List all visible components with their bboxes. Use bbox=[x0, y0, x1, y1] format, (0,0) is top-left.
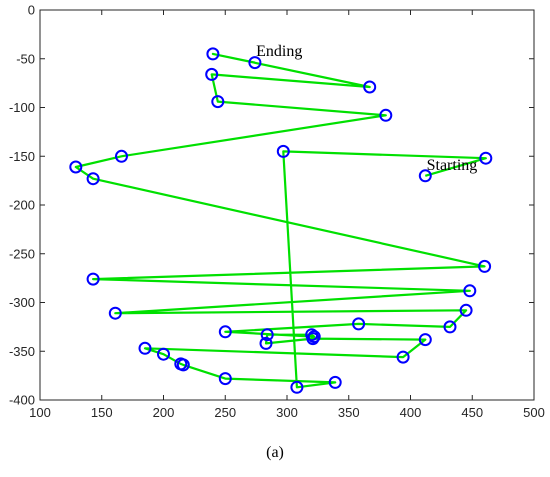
data-point bbox=[396, 350, 410, 364]
x-tick-label: 450 bbox=[461, 405, 483, 420]
data-point bbox=[138, 341, 152, 355]
data-point bbox=[205, 67, 219, 81]
annotation-label: Ending bbox=[256, 43, 302, 60]
y-tick-label: -350 bbox=[9, 344, 35, 359]
x-tick-label: 300 bbox=[276, 405, 298, 420]
data-point bbox=[478, 259, 492, 273]
x-tick-label: 500 bbox=[523, 405, 545, 420]
x-tick-label: 100 bbox=[29, 405, 51, 420]
data-point bbox=[157, 347, 170, 361]
axis-layer: 100 150 200 250 300 350 400 450 500 0 -50 -100 -150 -… bbox=[9, 3, 545, 421]
data-point bbox=[211, 95, 225, 109]
data-point bbox=[115, 149, 128, 163]
data-point bbox=[86, 272, 100, 286]
data-point bbox=[290, 380, 304, 394]
x-tick-label: 250 bbox=[214, 405, 236, 420]
data-point bbox=[260, 328, 274, 342]
data-point bbox=[352, 317, 366, 331]
annotation-label: Starting bbox=[427, 157, 478, 174]
data-point bbox=[363, 80, 377, 94]
data-point bbox=[443, 320, 457, 334]
data-point bbox=[463, 284, 477, 298]
x-tick-label: 400 bbox=[400, 405, 422, 420]
data-point bbox=[108, 306, 122, 320]
data-point bbox=[276, 144, 290, 158]
data-point bbox=[418, 169, 432, 183]
y-tick-label: -100 bbox=[9, 100, 35, 115]
data-point bbox=[307, 330, 321, 344]
y-tick-label: -300 bbox=[9, 295, 35, 310]
x-tick-label: 150 bbox=[91, 405, 113, 420]
figure-caption: (a) bbox=[266, 444, 284, 461]
data-point bbox=[459, 303, 473, 317]
data-point bbox=[328, 375, 342, 389]
y-tick-label: -150 bbox=[9, 149, 35, 164]
x-tick-label: 350 bbox=[338, 405, 360, 420]
data-point bbox=[418, 333, 432, 347]
y-tick-label: -400 bbox=[9, 393, 35, 408]
data-point bbox=[305, 328, 319, 342]
annotation-layer: Ending Starting bbox=[256, 43, 477, 174]
series-line bbox=[74, 52, 487, 389]
data-point bbox=[206, 47, 220, 61]
data-point bbox=[479, 151, 493, 165]
data-point bbox=[174, 357, 188, 371]
data-point bbox=[259, 336, 273, 350]
y-tick-label: -50 bbox=[16, 51, 35, 66]
data-point bbox=[218, 325, 232, 339]
series-layer bbox=[69, 47, 493, 394]
y-tick-label: -250 bbox=[9, 246, 35, 261]
x-tick-label: 200 bbox=[153, 405, 175, 420]
y-tick-label: 0 bbox=[28, 3, 35, 18]
data-point bbox=[248, 56, 262, 70]
y-tick-label: -200 bbox=[9, 198, 35, 213]
data-point bbox=[86, 172, 100, 186]
data-point bbox=[69, 160, 83, 174]
data-point bbox=[379, 108, 393, 122]
data-point bbox=[218, 372, 232, 386]
